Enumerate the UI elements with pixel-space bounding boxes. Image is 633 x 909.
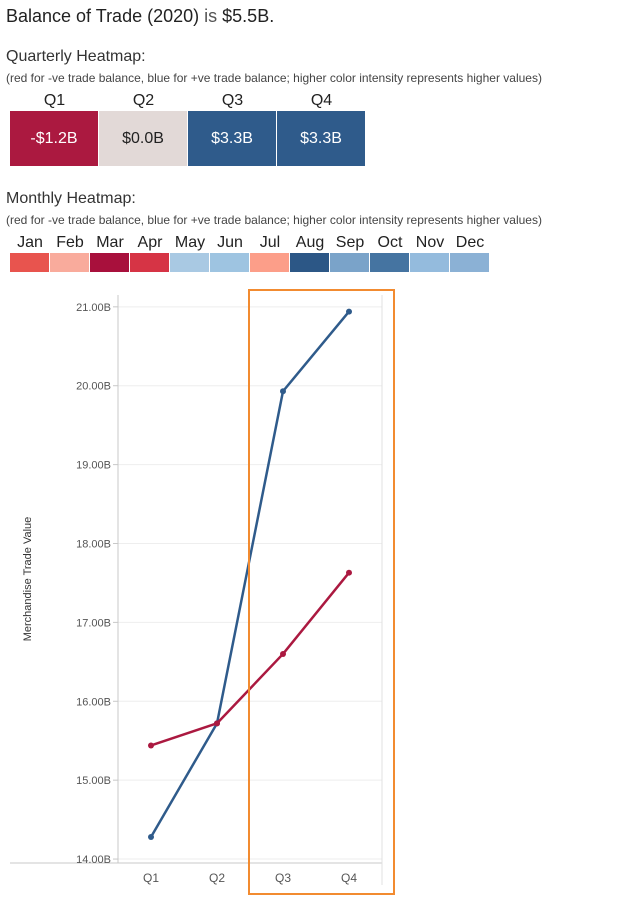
month-cell-mar[interactable] <box>90 253 130 272</box>
y-tick-label: 21.00B <box>76 302 111 314</box>
quarter-value-q3: $3.3B <box>211 129 253 147</box>
month-header-nov: Nov <box>415 234 445 251</box>
page-title: Balance of Trade (2020) is $5.5B. <box>6 6 274 27</box>
month-cell-dec[interactable] <box>450 253 490 272</box>
quarter-cell-q4[interactable]: $3.3B <box>277 111 366 166</box>
y-tick-label: 18.00B <box>76 539 111 551</box>
month-header-jan: Jan <box>17 234 43 251</box>
data-point[interactable] <box>280 388 286 395</box>
monthly-heatmap-note: (red for -ve trade balance, blue for +ve… <box>6 213 542 227</box>
quarter-header-q2: Q2 <box>132 92 155 109</box>
data-point[interactable] <box>280 650 286 657</box>
data-point[interactable] <box>148 833 154 840</box>
month-cell-feb[interactable] <box>50 253 90 272</box>
series-line-2[interactable] <box>150 571 350 747</box>
y-tick-label: 20.00B <box>76 381 111 393</box>
x-tick-label: Q1 <box>143 871 159 885</box>
quarter-value-q4: $3.3B <box>300 129 342 147</box>
gridlines <box>118 306 382 860</box>
quarterly-heatmap-title: Quarterly Heatmap: <box>6 48 146 65</box>
x-tick-label: Q2 <box>209 871 225 885</box>
month-cell-jan[interactable] <box>10 253 50 272</box>
data-point[interactable] <box>346 569 352 576</box>
month-header-dec: Dec <box>455 234 485 251</box>
quarter-value-q2: $0.0B <box>122 129 164 147</box>
title-prefix: Balance of Trade (2020) <box>6 6 200 26</box>
month-cell-jun[interactable] <box>210 253 250 272</box>
data-point[interactable] <box>214 720 220 727</box>
data-point[interactable] <box>148 742 154 749</box>
month-header-aug: Aug <box>295 234 325 251</box>
month-cell-oct[interactable] <box>370 253 410 272</box>
y-tick-label: 16.00B <box>76 696 111 708</box>
month-header-may: May <box>174 234 206 251</box>
q3-q4-highlight-box <box>248 289 395 895</box>
month-header-apr: Apr <box>137 234 163 251</box>
quarter-header-q3: Q3 <box>221 92 244 109</box>
quarter-header-q4: Q4 <box>310 92 333 109</box>
y-ticks: 14.00B 15.00B 16.00B 17.00B 18.00B 19.00B 20.0… <box>76 302 118 866</box>
y-tick-label: 17.00B <box>76 617 111 629</box>
series-line-1[interactable] <box>149 310 350 838</box>
month-cell-aug[interactable] <box>290 253 330 272</box>
monthly-headers: Jan Feb Mar Apr May Jun Jul Aug Sep Oct … <box>10 234 490 254</box>
quarterly-heatmap-note: (red for -ve trade balance, blue for +ve… <box>6 71 542 85</box>
y-axis-label: Merchandise Trade Value <box>22 517 34 642</box>
quarterly-headers: Q1 Q2 Q3 Q4 <box>10 92 366 112</box>
quarter-cell-q3[interactable]: $3.3B <box>188 111 277 166</box>
month-header-jul: Jul <box>259 234 281 251</box>
month-header-mar: Mar <box>96 234 124 251</box>
month-cell-may[interactable] <box>170 253 210 272</box>
quarter-value-q1: -$1.2B <box>30 129 78 147</box>
quarterly-heatmap: -$1.2B $0.0B $3.3B $3.3B <box>10 111 366 166</box>
month-header-oct: Oct <box>377 234 403 251</box>
quarter-cell-q2[interactable]: $0.0B <box>99 111 188 166</box>
monthly-heatmap <box>10 253 490 272</box>
month-header-feb: Feb <box>56 234 84 251</box>
trade-value-line-chart: Merchandise Trade Value 14.00B 15.00B 16.0… <box>10 295 383 885</box>
monthly-heatmap-title: Monthly Heatmap: <box>6 190 136 207</box>
quarter-cell-q1[interactable]: -$1.2B <box>10 111 99 166</box>
y-tick-label: 15.00B <box>76 775 111 787</box>
y-tick-label: 19.00B <box>76 460 111 472</box>
x-tick-label: Q3 <box>275 871 291 885</box>
x-ticks: Q1 Q2 Q3 Q4 <box>143 871 357 885</box>
title-value: $5.5B. <box>222 6 275 26</box>
y-tick-label: 14.00B <box>76 854 111 866</box>
title-is: is <box>204 6 218 26</box>
month-header-jun: Jun <box>217 234 243 251</box>
series <box>148 308 352 840</box>
month-cell-sep[interactable] <box>330 253 370 272</box>
month-cell-nov[interactable] <box>410 253 450 272</box>
month-header-sep: Sep <box>335 234 365 251</box>
x-tick-label: Q4 <box>341 871 357 885</box>
month-cell-apr[interactable] <box>130 253 170 272</box>
quarter-header-q1: Q1 <box>43 92 66 109</box>
month-cell-jul[interactable] <box>250 253 290 272</box>
data-point[interactable] <box>346 308 352 315</box>
